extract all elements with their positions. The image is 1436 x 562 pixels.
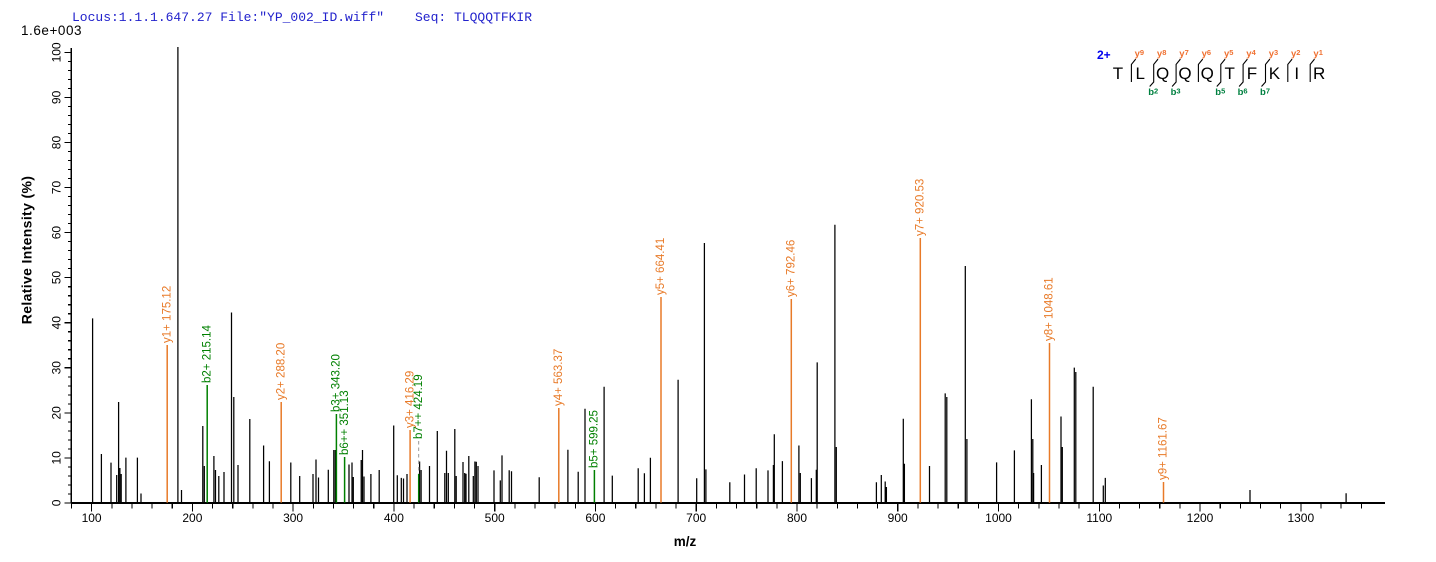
svg-text:b7: b7 xyxy=(1260,87,1270,99)
svg-text:b3: b3 xyxy=(1171,87,1181,99)
svg-text:Seq: TLQQQTFKIR: Seq: TLQQQTFKIR xyxy=(415,10,532,25)
svg-text:500: 500 xyxy=(485,511,505,525)
svg-text:300: 300 xyxy=(283,511,303,525)
svg-text:2+: 2+ xyxy=(1097,48,1111,62)
svg-text:y1+ 175.12: y1+ 175.12 xyxy=(161,286,173,343)
svg-text:b5+ 599.25: b5+ 599.25 xyxy=(589,410,601,468)
svg-text:y8+ 1048.61: y8+ 1048.61 xyxy=(1044,277,1056,341)
svg-text:b5: b5 xyxy=(1215,87,1225,99)
svg-text:200: 200 xyxy=(182,511,202,525)
svg-text:1100: 1100 xyxy=(1086,511,1112,525)
svg-text:50: 50 xyxy=(50,271,64,285)
svg-text:40: 40 xyxy=(50,316,64,330)
svg-text:Relative Intensity (%): Relative Intensity (%) xyxy=(19,176,35,325)
svg-text:20: 20 xyxy=(50,406,64,420)
svg-text:30: 30 xyxy=(50,361,64,375)
svg-text:L: L xyxy=(1135,64,1144,83)
svg-text:100: 100 xyxy=(82,511,102,525)
svg-text:90: 90 xyxy=(50,90,64,104)
svg-text:700: 700 xyxy=(686,511,706,525)
svg-text:10: 10 xyxy=(50,451,64,465)
svg-text:y9+ 1161.67: y9+ 1161.67 xyxy=(1158,417,1170,480)
svg-text:400: 400 xyxy=(384,511,404,525)
svg-text:Locus:1.1.1.647.27 File:"YP_00: Locus:1.1.1.647.27 File:"YP_002_ID.wiff" xyxy=(72,10,384,25)
svg-text:b6: b6 xyxy=(1238,87,1248,99)
svg-text:m/z: m/z xyxy=(674,534,697,549)
svg-text:b2: b2 xyxy=(1148,87,1158,99)
svg-text:b3+ 343.20: b3+ 343.20 xyxy=(331,354,343,412)
svg-text:y7: y7 xyxy=(1179,48,1188,60)
svg-text:Q: Q xyxy=(1178,64,1191,83)
svg-text:y6: y6 xyxy=(1202,48,1211,60)
svg-text:60: 60 xyxy=(50,226,64,240)
svg-text:1.6e+003: 1.6e+003 xyxy=(21,23,82,38)
svg-text:F: F xyxy=(1247,64,1257,83)
svg-text:100: 100 xyxy=(50,42,64,62)
svg-text:y2: y2 xyxy=(1291,48,1300,60)
svg-text:y9: y9 xyxy=(1135,48,1144,60)
svg-text:I: I xyxy=(1294,64,1299,83)
svg-text:K: K xyxy=(1269,64,1281,83)
svg-text:Q: Q xyxy=(1156,64,1169,83)
svg-text:y2+ 288.20: y2+ 288.20 xyxy=(275,343,287,400)
svg-text:Q: Q xyxy=(1201,64,1214,83)
svg-text:b2+ 215.14: b2+ 215.14 xyxy=(201,325,213,383)
svg-text:y3+ 416.29: y3+ 416.29 xyxy=(404,371,416,428)
svg-text:y7+ 920.53: y7+ 920.53 xyxy=(915,179,927,236)
svg-text:0: 0 xyxy=(50,499,64,506)
svg-text:600: 600 xyxy=(585,511,605,525)
svg-text:T: T xyxy=(1113,64,1123,83)
svg-text:b7++ 424.19: b7++ 424.19 xyxy=(413,374,425,439)
svg-text:y4: y4 xyxy=(1246,48,1256,60)
svg-text:b6++ 351.13: b6++ 351.13 xyxy=(339,390,351,455)
svg-text:1000: 1000 xyxy=(985,511,1012,525)
svg-text:y4+ 563.37: y4+ 563.37 xyxy=(553,349,565,406)
svg-text:y5+ 664.41: y5+ 664.41 xyxy=(655,238,667,295)
svg-text:80: 80 xyxy=(50,136,64,150)
svg-text:1300: 1300 xyxy=(1287,511,1314,525)
svg-text:y5: y5 xyxy=(1224,48,1233,60)
svg-text:800: 800 xyxy=(787,511,807,525)
svg-text:y1: y1 xyxy=(1313,48,1322,60)
svg-text:y8: y8 xyxy=(1157,48,1166,60)
svg-text:T: T xyxy=(1225,64,1235,83)
svg-text:R: R xyxy=(1313,64,1325,83)
svg-text:y3: y3 xyxy=(1269,48,1278,60)
svg-text:y6+ 792.46: y6+ 792.46 xyxy=(786,240,798,297)
svg-text:70: 70 xyxy=(50,181,64,195)
svg-text:900: 900 xyxy=(888,511,908,525)
svg-text:1200: 1200 xyxy=(1187,511,1214,525)
